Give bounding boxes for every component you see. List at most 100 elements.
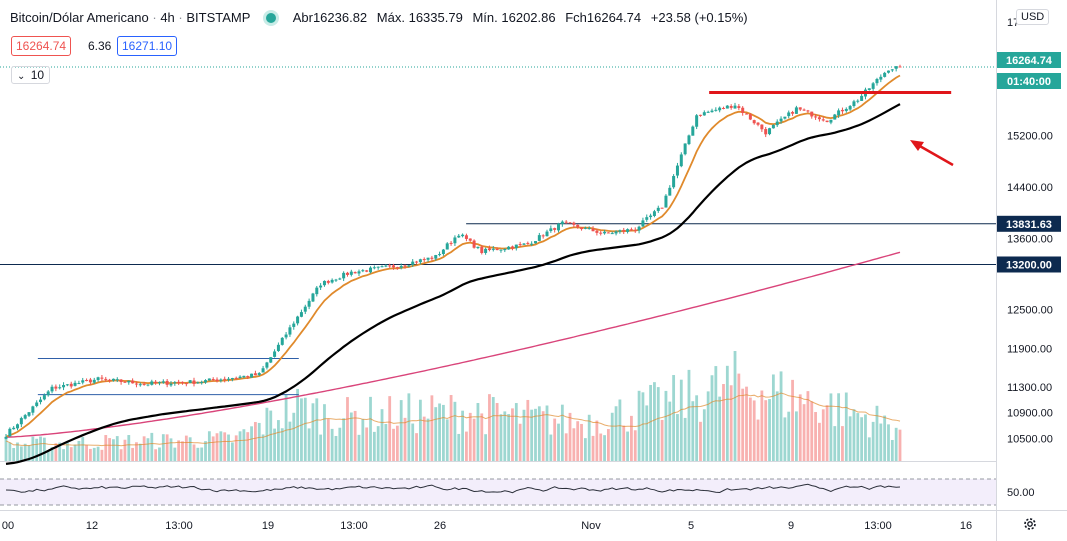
candle-body: [188, 380, 192, 383]
volume-bar: [576, 421, 580, 461]
volume-bar: [138, 443, 142, 461]
candle-body: [184, 383, 188, 385]
candle-body: [629, 229, 633, 231]
candle-body: [215, 379, 219, 382]
candle-body: [230, 378, 234, 380]
volume-bar: [837, 393, 841, 461]
volume-bar: [691, 401, 695, 461]
volume-bar: [39, 436, 42, 461]
candle-body: [557, 223, 561, 231]
candle-body: [618, 230, 622, 232]
interval[interactable]: 4h: [160, 10, 175, 25]
candle-body: [207, 378, 211, 381]
candle-body: [42, 395, 46, 400]
candle-body: [530, 243, 534, 245]
candle-body: [553, 228, 557, 230]
candle-body: [349, 271, 353, 275]
volume-bar: [127, 435, 131, 461]
volume-bar: [4, 438, 8, 461]
buy-price-button[interactable]: 16271.10: [117, 36, 178, 56]
volume-bar: [714, 366, 718, 461]
price-badge-label: 16264.74: [1006, 55, 1053, 67]
volume-bar: [664, 390, 668, 461]
candle-body: [180, 381, 184, 383]
volume-ma-line: [5, 392, 901, 447]
volume-bar: [883, 415, 887, 461]
candle-body: [549, 228, 553, 232]
collapse-icon[interactable]: ⌄: [17, 71, 26, 82]
candle-body: [791, 112, 795, 114]
candle-body: [334, 279, 338, 281]
volume-bar: [8, 442, 12, 461]
candle-body: [303, 306, 307, 312]
market-status-icon: [265, 13, 276, 23]
volume-bar: [798, 394, 802, 461]
volume-bar: [676, 414, 679, 461]
currency-badge[interactable]: USD: [1016, 9, 1050, 25]
candle-body: [204, 380, 208, 383]
settings-gear-icon[interactable]: [1022, 516, 1038, 532]
candle-body: [722, 107, 726, 109]
volume-bar: [503, 411, 507, 461]
sell-price-button[interactable]: 16264.74: [11, 36, 72, 56]
indicator-row[interactable]: ⌄ 10: [11, 66, 51, 84]
candle-body: [580, 227, 584, 230]
volume-bar: [860, 417, 864, 461]
candle-body: [457, 235, 461, 238]
volume-bar: [606, 429, 610, 461]
candle-body: [468, 238, 472, 241]
candle-body: [687, 135, 691, 145]
volume-bar: [445, 419, 449, 461]
candle-body: [675, 165, 679, 176]
volume-bar: [200, 447, 204, 461]
candle-body: [840, 109, 844, 112]
candle-body: [810, 111, 814, 117]
candle-body: [142, 383, 146, 385]
volume-bar: [85, 445, 88, 461]
volume-bar: [733, 351, 737, 461]
volume-bar: [699, 421, 702, 461]
candle-body: [292, 323, 296, 327]
candle-body: [476, 246, 480, 249]
candle-body: [307, 300, 311, 307]
price-badge: [997, 215, 1061, 232]
volume-bar: [668, 401, 672, 461]
candle-body: [668, 187, 672, 196]
candle-body: [649, 215, 653, 218]
volume-bar: [223, 432, 227, 461]
volume-bar: [104, 435, 108, 461]
candle-body: [8, 428, 12, 437]
candle-body: [495, 248, 499, 251]
volume-bar: [791, 379, 794, 461]
volume-bar: [184, 435, 188, 461]
x-tick-label: 13:00: [864, 520, 892, 532]
volume-bar: [353, 410, 357, 461]
candle-body: [852, 101, 856, 107]
candle-body: [633, 229, 637, 231]
candle-body: [453, 237, 457, 244]
candle-body: [545, 231, 549, 237]
candle-body: [392, 265, 396, 268]
y-tick-label: 15200.00: [1007, 131, 1053, 143]
candle-body: [526, 242, 530, 244]
symbol-name[interactable]: Bitcoin/Dólar Americano: [10, 10, 149, 25]
candle-body: [111, 378, 115, 381]
volume-bar: [215, 433, 219, 461]
volume-bar: [725, 365, 729, 461]
volume-bar: [326, 419, 330, 461]
volume-bar: [161, 434, 165, 461]
volume-bar: [372, 431, 376, 461]
arrow-head: [910, 140, 924, 151]
volume-bar: [384, 423, 388, 461]
candle-body: [672, 176, 676, 188]
candle-body: [338, 278, 342, 280]
candle-body: [173, 382, 177, 384]
volume-bar: [534, 408, 537, 461]
x-tick-label: Nov: [581, 520, 601, 532]
volume-bar: [630, 415, 633, 461]
candle-body: [319, 285, 323, 288]
volume-bar: [89, 448, 92, 461]
rsi-line: [5, 483, 901, 494]
